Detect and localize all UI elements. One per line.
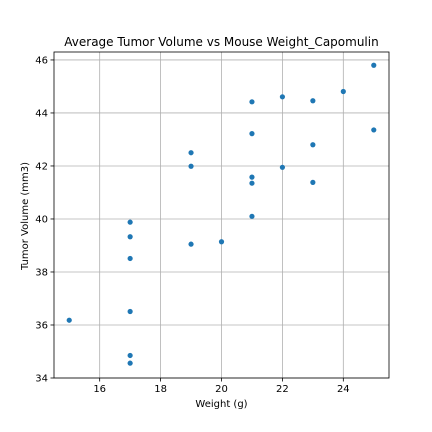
- y-axis-label: Tumor Volume (mm3): [20, 162, 31, 271]
- data-point: [127, 219, 133, 225]
- data-point: [249, 99, 255, 105]
- y-tick-label: 36: [35, 320, 48, 331]
- data-points: [66, 62, 377, 366]
- x-axis-label: Weight (g): [195, 399, 247, 410]
- y-tick-label: 46: [35, 55, 48, 66]
- data-point: [127, 234, 133, 240]
- y-tick-label: 40: [35, 214, 48, 225]
- y-tick-label: 42: [35, 161, 48, 172]
- y-axis-ticks: 34 36 38 40 42 44 46: [35, 55, 54, 385]
- data-point: [340, 88, 346, 95]
- data-point: [127, 352, 133, 359]
- data-point: [371, 62, 377, 68]
- data-point: [310, 98, 316, 104]
- y-tick-label: 44: [35, 108, 48, 119]
- data-point: [279, 94, 286, 100]
- data-point: [249, 131, 255, 137]
- data-point: [188, 150, 194, 156]
- x-tick-label: 18: [154, 384, 167, 395]
- chart-title: Average Tumor Volume vs Mouse Weight_Cap…: [64, 35, 378, 49]
- data-point: [279, 164, 286, 170]
- y-tick-label: 34: [35, 374, 48, 385]
- x-tick-label: 16: [93, 384, 106, 395]
- data-point: [249, 180, 255, 186]
- x-tick-label: 22: [276, 384, 289, 395]
- data-point: [66, 317, 72, 323]
- x-tick-label: 20: [215, 384, 228, 395]
- x-tick-label: 24: [337, 384, 350, 395]
- data-point: [310, 179, 316, 185]
- data-point: [218, 239, 225, 245]
- data-point: [249, 213, 255, 219]
- data-point: [371, 127, 377, 133]
- data-point: [127, 308, 133, 315]
- data-point: [127, 360, 133, 366]
- x-axis-ticks: 16 18 20 22 24: [93, 378, 350, 395]
- data-point: [249, 174, 255, 180]
- data-point: [188, 241, 194, 247]
- data-point: [310, 142, 316, 148]
- data-point: [127, 255, 133, 262]
- y-tick-label: 38: [35, 267, 48, 278]
- data-point: [188, 163, 194, 169]
